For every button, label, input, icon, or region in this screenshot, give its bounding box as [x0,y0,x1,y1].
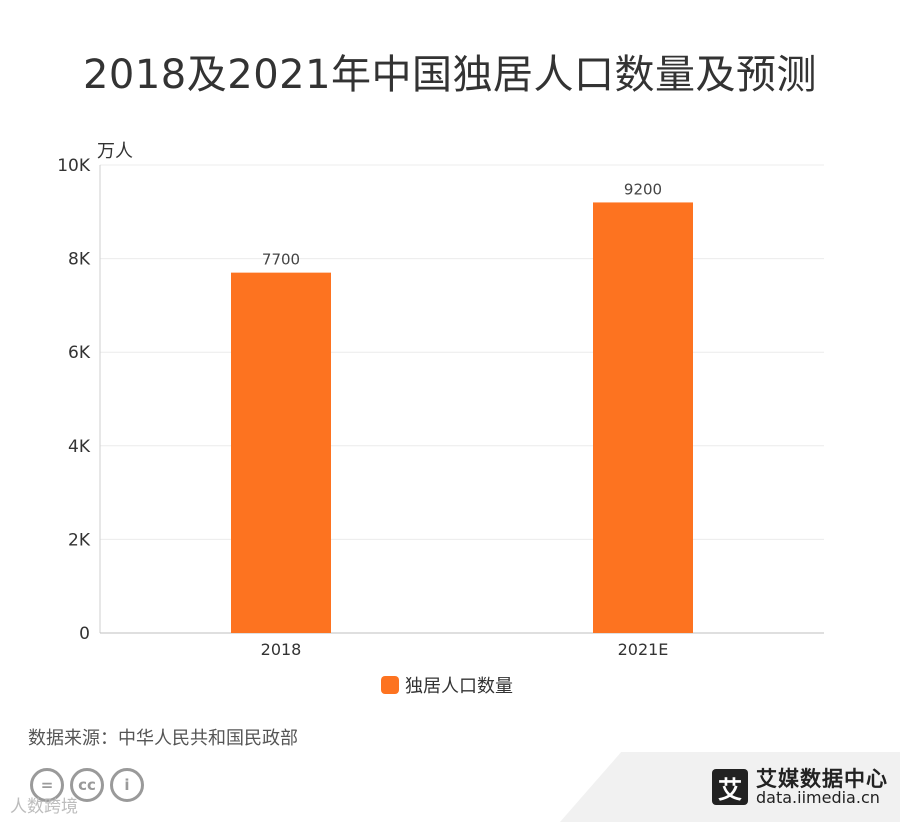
watermark: 人数跨境 [10,797,78,817]
x-tick-label: 2021E [618,640,669,659]
y-tick-label: 4K [68,437,91,457]
y-tick-label: 2K [68,530,91,550]
brand-name: 艾媒数据中心 [756,767,888,791]
legend-swatch [381,676,399,694]
person-icon: i [110,768,144,802]
cc-icon: cc [70,768,104,802]
bar [593,202,693,633]
legend-label: 独居人口数量 [405,676,513,697]
brand-url: data.iimedia.cn [756,788,880,808]
chart-title: 2018及2021年中国独居人口数量及预测 [82,52,818,98]
data-label: 7700 [262,251,300,269]
y-tick-label: 6K [68,343,91,363]
bar [231,272,331,633]
y-axis-unit: 万人 [97,141,133,162]
brand: 艾 艾媒数据中心 data.iimedia.cn [712,768,888,807]
license-icons: = cc i [30,768,144,802]
brand-logo-icon: 艾 [712,769,748,806]
data-source: 数据来源：中华人民共和国民政部 [28,728,298,749]
y-tick-label: 10K [57,156,91,176]
data-label: 9200 [624,180,662,198]
y-tick-label: 0 [79,624,90,644]
equals-icon: = [30,768,64,802]
y-tick-label: 8K [68,250,91,270]
bar-chart: 0 2K 4K 6K 8K 10K 万人 7700 2018 9200 2021E 独居人口数量 [57,141,824,697]
x-tick-label: 2018 [261,640,302,659]
